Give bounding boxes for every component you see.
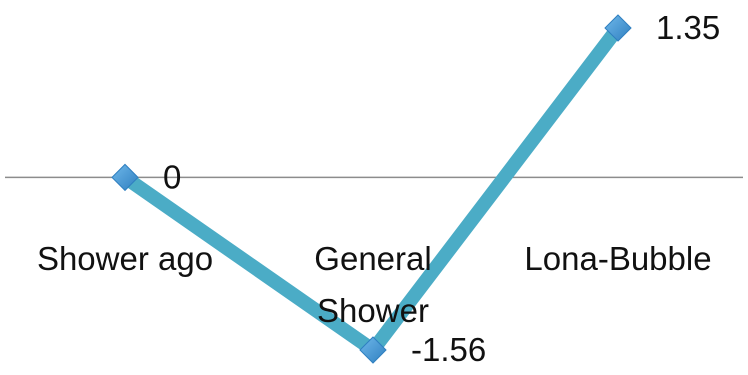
data-value-label: 1.35: [656, 9, 720, 46]
data-point-marker: [359, 336, 387, 364]
data-point-marker: [111, 163, 139, 192]
data-value-label: -1.56: [411, 331, 486, 368]
data-value-label: 0: [163, 158, 181, 195]
category-tick-label: General Shower: [314, 240, 431, 329]
data-labels-group: 0 -1.56 1.35: [163, 9, 720, 368]
markers-group: [111, 14, 632, 364]
category-tick-label: Shower ago: [37, 240, 213, 277]
data-point-marker: [604, 14, 632, 42]
category-tick-label: Lona-Bubble: [524, 240, 711, 277]
tick-labels-group: Shower ago General Shower Lona-Bubble: [37, 240, 712, 329]
